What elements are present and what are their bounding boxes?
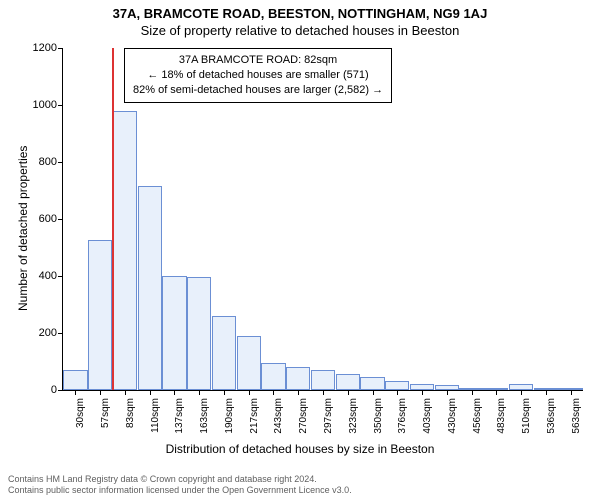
x-tick-mark xyxy=(125,390,126,395)
histogram-bar xyxy=(113,111,137,390)
x-tick-label: 297sqm xyxy=(323,398,334,448)
x-tick-mark xyxy=(199,390,200,395)
x-tick-mark xyxy=(224,390,225,395)
histogram-bar xyxy=(63,370,87,390)
x-tick-label: 57sqm xyxy=(100,398,111,448)
x-tick-label: 563sqm xyxy=(571,398,582,448)
x-tick-label: 510sqm xyxy=(521,398,532,448)
footer-attribution: Contains HM Land Registry data © Crown c… xyxy=(8,474,352,497)
x-tick-label: 323sqm xyxy=(348,398,359,448)
footer-line-1: Contains HM Land Registry data © Crown c… xyxy=(8,474,352,485)
x-tick-label: 243sqm xyxy=(273,398,284,448)
y-tick-label: 0 xyxy=(17,384,57,396)
x-tick-label: 83sqm xyxy=(125,398,136,448)
footer-line-2: Contains public sector information licen… xyxy=(8,485,352,496)
annotation-line-1: 37A BRAMCOTE ROAD: 82sqm xyxy=(133,53,383,68)
x-tick-mark xyxy=(174,390,175,395)
page-subtitle: Size of property relative to detached ho… xyxy=(0,21,600,38)
x-tick-mark xyxy=(373,390,374,395)
histogram-bar xyxy=(311,370,335,390)
y-tick-mark xyxy=(58,390,63,391)
x-tick-label: 483sqm xyxy=(496,398,507,448)
y-tick-mark xyxy=(58,48,63,49)
x-tick-mark xyxy=(348,390,349,395)
x-tick-mark xyxy=(397,390,398,395)
x-tick-mark xyxy=(298,390,299,395)
x-tick-mark xyxy=(571,390,572,395)
x-tick-mark xyxy=(521,390,522,395)
x-tick-label: 430sqm xyxy=(447,398,458,448)
x-tick-mark xyxy=(75,390,76,395)
x-tick-mark xyxy=(273,390,274,395)
histogram-bar xyxy=(336,374,360,390)
x-tick-label: 350sqm xyxy=(373,398,384,448)
x-tick-mark xyxy=(472,390,473,395)
histogram-bar xyxy=(212,316,236,390)
x-tick-label: 137sqm xyxy=(174,398,185,448)
property-marker-line xyxy=(112,48,114,390)
y-axis-label: Number of detached properties xyxy=(16,146,30,311)
x-tick-label: 163sqm xyxy=(199,398,210,448)
x-tick-label: 190sqm xyxy=(224,398,235,448)
chart-container: 37A, BRAMCOTE ROAD, BEESTON, NOTTINGHAM,… xyxy=(0,0,600,500)
page-title: 37A, BRAMCOTE ROAD, BEESTON, NOTTINGHAM,… xyxy=(0,0,600,21)
histogram-bar xyxy=(88,240,112,390)
y-tick-mark xyxy=(58,333,63,334)
x-tick-label: 217sqm xyxy=(249,398,260,448)
x-tick-label: 403sqm xyxy=(422,398,433,448)
x-tick-label: 270sqm xyxy=(298,398,309,448)
x-tick-mark xyxy=(249,390,250,395)
histogram-bar xyxy=(286,367,310,390)
y-tick-mark xyxy=(58,276,63,277)
x-tick-label: 536sqm xyxy=(546,398,557,448)
x-tick-mark xyxy=(447,390,448,395)
histogram-bar xyxy=(138,186,162,390)
y-tick-label: 1000 xyxy=(17,99,57,111)
x-tick-label: 456sqm xyxy=(472,398,483,448)
histogram-bar xyxy=(237,336,261,390)
histogram-bar xyxy=(360,377,384,390)
histogram-bar xyxy=(187,277,211,390)
y-tick-mark xyxy=(58,219,63,220)
x-tick-label: 376sqm xyxy=(397,398,408,448)
x-tick-mark xyxy=(100,390,101,395)
x-tick-label: 110sqm xyxy=(150,398,161,448)
y-tick-mark xyxy=(58,162,63,163)
x-tick-mark xyxy=(150,390,151,395)
histogram-bar xyxy=(162,276,186,390)
histogram-bar xyxy=(261,363,285,390)
x-tick-mark xyxy=(496,390,497,395)
x-tick-mark xyxy=(422,390,423,395)
x-tick-label: 30sqm xyxy=(75,398,86,448)
annotation-line-2: ← 18% of detached houses are smaller (57… xyxy=(133,68,383,83)
x-axis-label: Distribution of detached houses by size … xyxy=(0,442,600,456)
annotation-line-3: 82% of semi-detached houses are larger (… xyxy=(133,83,383,98)
histogram-bar xyxy=(385,381,409,390)
x-tick-mark xyxy=(546,390,547,395)
y-tick-label: 200 xyxy=(17,327,57,339)
x-tick-mark xyxy=(323,390,324,395)
annotation-box: 37A BRAMCOTE ROAD: 82sqm ← 18% of detach… xyxy=(124,48,392,103)
y-tick-label: 1200 xyxy=(17,42,57,54)
y-tick-mark xyxy=(58,105,63,106)
